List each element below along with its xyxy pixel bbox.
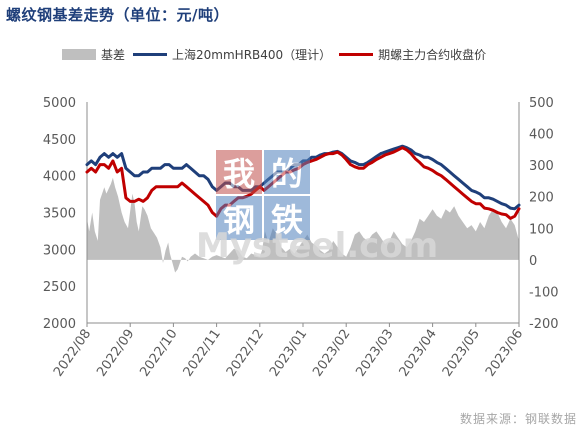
x-tick-label: 2022/08 <box>51 327 94 380</box>
y-right-tick-label: -100 <box>529 285 559 300</box>
x-tick-label: 2023/04 <box>397 327 440 380</box>
legend-swatch-futures <box>339 53 374 56</box>
legend-item-spot: 上海20mmHRB400（理计） <box>133 46 331 63</box>
series-basis-area <box>87 177 519 273</box>
legend-label-futures: 期螺主力合约收盘价 <box>378 48 487 62</box>
y-left-tick-label: 2500 <box>43 280 76 295</box>
x-tick-label: 2022/11 <box>181 327 224 380</box>
y-right-tick-label: 300 <box>529 159 554 174</box>
y-left-tick-label: 4500 <box>43 133 76 148</box>
watermark-logo-cell: 钢 <box>216 196 262 240</box>
y-right-tick-label: 400 <box>529 128 554 143</box>
watermark-text: Mysteel.com <box>196 226 439 266</box>
legend-item-basis: 基差 <box>62 46 125 63</box>
x-tick-label: 2023/01 <box>267 327 310 380</box>
legend-label-basis: 基差 <box>101 48 126 62</box>
y-left-tick-label: 2000 <box>43 317 76 332</box>
y-left-tick-label: 3500 <box>43 207 76 222</box>
page-title: 螺纹钢基差走势（单位：元/吨） <box>6 6 229 24</box>
y-left-tick-label: 4000 <box>43 170 76 185</box>
watermark-logo-cell: 铁 <box>264 196 310 240</box>
y-right-tick-label: 100 <box>529 222 554 237</box>
x-tick-label: 2022/10 <box>137 327 180 380</box>
x-tick-label: 2023/06 <box>483 327 526 380</box>
watermark-logo-cell: 的 <box>264 150 310 194</box>
x-tick-label: 2023/03 <box>353 327 396 380</box>
y-right-tick-label: 200 <box>529 191 554 206</box>
y-right-tick-label: 0 <box>529 254 537 269</box>
y-left-tick-label: 3000 <box>43 243 76 258</box>
legend-item-futures: 期螺主力合约收盘价 <box>339 46 486 63</box>
x-tick-label: 2023/02 <box>310 327 353 380</box>
legend-label-spot: 上海20mmHRB400（理计） <box>172 48 332 62</box>
legend-swatch-spot <box>133 53 168 56</box>
x-tick-label: 2023/05 <box>440 327 483 380</box>
y-right-tick-label: -200 <box>529 317 559 332</box>
y-right-tick-label: 500 <box>529 96 554 111</box>
chart-legend: 基差 上海20mmHRB400（理计） 期螺主力合约收盘价 <box>62 46 486 63</box>
watermark-logo: 我 的 钢 铁 <box>216 150 312 242</box>
source-note: 数据来源：钢联数据 <box>459 412 577 426</box>
y-left-tick-label: 5000 <box>43 96 76 111</box>
x-tick-label: 2022/12 <box>224 327 267 380</box>
legend-swatch-basis <box>62 49 96 60</box>
watermark-logo-cell: 我 <box>216 150 262 194</box>
x-tick-label: 2022/09 <box>94 327 137 380</box>
